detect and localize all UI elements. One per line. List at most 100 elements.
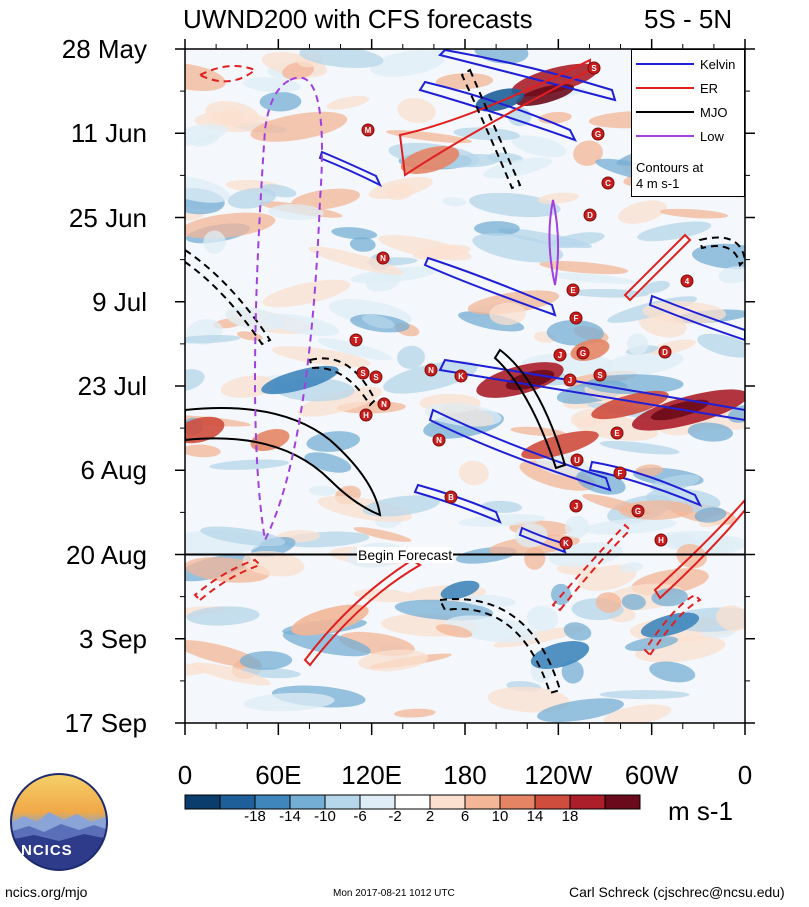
anomaly-patch — [185, 212, 276, 239]
storm-marker: G — [576, 346, 590, 360]
anomaly-patch — [467, 290, 560, 315]
storm-marker-dot — [613, 466, 627, 480]
legend-label: Low — [700, 128, 724, 144]
storm-marker-letter: F — [618, 469, 623, 478]
colorbar-tick-label: -10 — [314, 808, 336, 825]
storm-marker: K — [559, 536, 573, 550]
anomaly-core — [261, 365, 339, 395]
anomaly-patch — [624, 636, 679, 652]
storm-marker-letter: 4 — [685, 277, 690, 286]
legend-swatch — [636, 111, 694, 113]
anomaly-patch — [425, 403, 502, 427]
anomaly-patch — [582, 518, 677, 535]
storm-marker-dot — [454, 369, 468, 383]
storm-marker-letter: S — [373, 373, 379, 382]
x-tick-label: 120E — [341, 760, 403, 790]
storm-marker: M — [361, 123, 375, 137]
anomaly-patch — [489, 302, 526, 326]
contour-interval-note: Contours at 4 m s-1 — [636, 160, 703, 192]
anomaly-patch — [317, 338, 392, 361]
anomaly-patch — [209, 459, 290, 470]
storm-marker-dot — [569, 311, 583, 325]
x-tick-label: 0 — [737, 760, 753, 790]
legend-label: MJO — [700, 104, 728, 120]
colorbar-swatch — [499, 794, 536, 810]
storm-marker: J — [569, 499, 583, 513]
anomaly-patch — [308, 485, 337, 496]
storm-marker-letter: N — [380, 254, 386, 263]
legend-swatch — [636, 135, 694, 137]
anomaly-patch — [243, 692, 335, 712]
begin-forecast-annotation: Begin Forecast — [357, 547, 454, 563]
website-link[interactable]: ncics.org/mjo — [5, 884, 88, 900]
storm-marker-dot — [570, 453, 584, 467]
wave-contour — [438, 598, 562, 695]
anomaly-patch — [626, 333, 649, 356]
storm-marker: J — [553, 348, 567, 362]
storm-marker: U — [570, 453, 584, 467]
anomaly-patch — [603, 704, 672, 723]
anomaly-patch — [649, 661, 696, 683]
storm-marker-letter: D — [587, 211, 593, 220]
y-tick-label: 9 Jul — [92, 286, 147, 317]
anomaly-patch — [526, 605, 559, 632]
anomaly-patch — [397, 98, 436, 124]
storm-marker-letter: G — [635, 507, 641, 516]
anomaly-patch — [486, 152, 524, 164]
contour-note-line: Contours at — [636, 160, 704, 175]
anomaly-core — [521, 430, 599, 460]
anomaly-patch — [461, 594, 516, 608]
anomaly-patch — [185, 124, 228, 147]
anomaly-patch — [259, 91, 302, 112]
storm-marker-letter: J — [558, 351, 562, 360]
anomaly-patch — [659, 208, 729, 219]
anomaly-patch — [268, 204, 324, 221]
y-tick-label: 25 Jun — [68, 202, 147, 233]
legend-label: Kelvin — [700, 56, 736, 72]
anomaly-patch — [331, 227, 378, 240]
anomaly-patch — [242, 77, 301, 93]
storm-marker-dot — [680, 274, 694, 288]
anomaly-patch — [306, 431, 361, 452]
storm-marker: E — [566, 283, 580, 297]
anomaly-patch — [442, 197, 467, 207]
anomaly-patch — [649, 474, 700, 492]
legend-entry-mjo: MJO — [636, 102, 727, 122]
storm-marker-dot — [356, 366, 370, 380]
storm-marker-letter: N — [436, 436, 442, 445]
wave-contour — [460, 68, 522, 190]
anomaly-patch — [474, 221, 520, 236]
anomaly-patch — [262, 279, 351, 308]
legend-entry-low: Low — [636, 126, 724, 146]
wave-contour — [197, 65, 257, 83]
anomaly-patch — [687, 422, 734, 442]
storm-marker-letter: T — [354, 336, 359, 345]
storm-marker-letter: J — [574, 502, 578, 511]
anomaly-patch — [365, 270, 402, 292]
anomaly-core — [440, 580, 480, 600]
anomaly-patch — [242, 550, 305, 577]
anomaly-patch — [524, 546, 546, 570]
storm-marker-letter: K — [563, 539, 569, 548]
storm-marker: T — [349, 333, 363, 347]
storm-marker: S — [356, 366, 370, 380]
anomaly-patch — [620, 562, 643, 573]
storm-marker-letter: S — [360, 369, 366, 378]
anomaly-patch — [599, 440, 680, 455]
colorbar-tick-label: 10 — [491, 808, 509, 825]
storm-marker-dot — [559, 536, 573, 550]
storm-marker-letter: H — [658, 536, 664, 545]
anomaly-patch — [642, 301, 727, 324]
anomaly-patch — [250, 111, 348, 142]
anomaly-patch — [585, 374, 684, 395]
anomaly-patch — [519, 460, 596, 491]
anomaly-patch — [326, 95, 370, 110]
anomaly-patch — [539, 261, 629, 275]
x-tick-label: 60W — [624, 760, 679, 790]
wave-contour — [413, 483, 502, 524]
storm-marker: S — [587, 61, 601, 75]
storm-marker: H — [359, 408, 373, 422]
anomaly-patch — [487, 686, 570, 713]
wave-contour — [418, 80, 578, 142]
